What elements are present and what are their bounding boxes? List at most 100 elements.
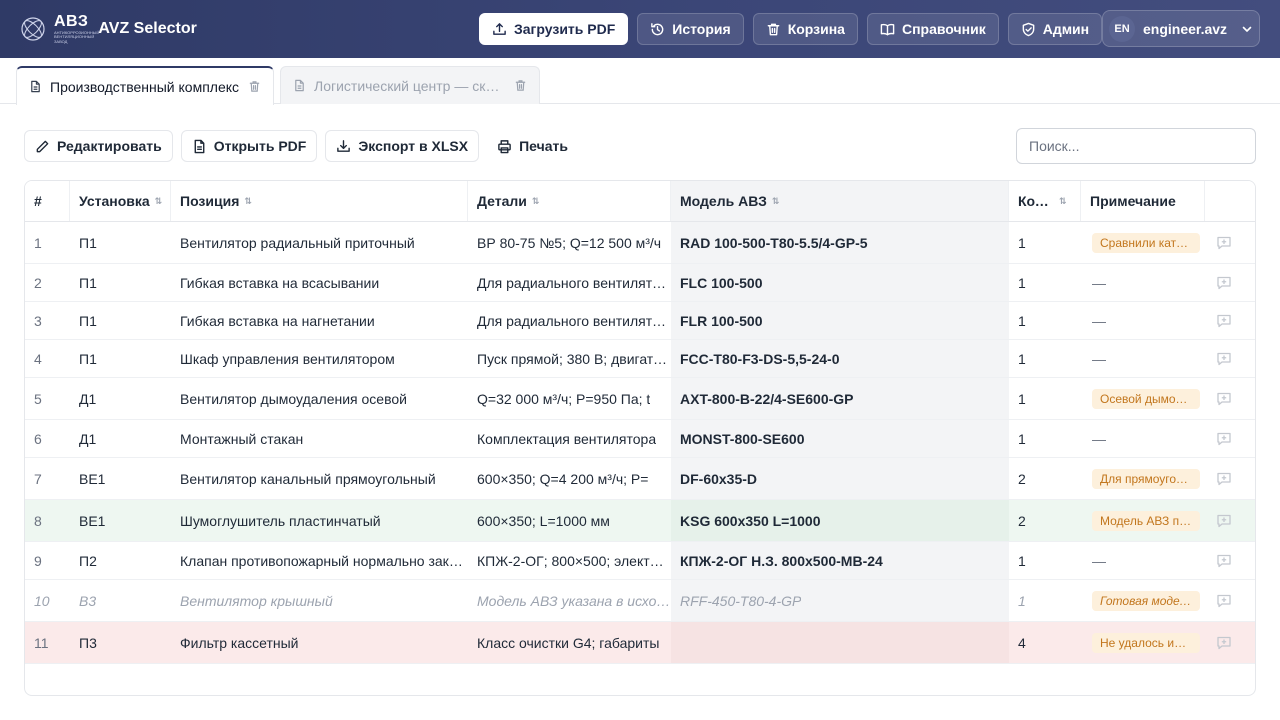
row-number-text: 1 <box>34 234 42 251</box>
details-cell: Класс очистки G4; габариты <box>468 622 671 663</box>
user-menu[interactable]: EN engineer.avz <box>1102 10 1260 47</box>
table-row[interactable]: 2 П1 Гибкая вставка на всасывании Для радиа… <box>25 264 1255 302</box>
delete-tab-icon[interactable] <box>248 80 261 93</box>
history-button[interactable]: История <box>637 13 744 45</box>
admin-label: Админ <box>1042 21 1090 37</box>
add-comment-icon[interactable] <box>1216 351 1232 367</box>
column-header-quantity[interactable]: Количество ⇅ <box>1009 181 1081 221</box>
row-actions[interactable] <box>1205 542 1255 579</box>
quantity-cell: 1 <box>1009 340 1081 377</box>
add-comment-icon[interactable] <box>1216 275 1232 291</box>
unit-cell: Д1 <box>70 378 171 419</box>
row-actions[interactable] <box>1205 340 1255 377</box>
table-row[interactable]: 8 ВЕ1 Шумоглушитель пластинчатый 600×350; L… <box>25 500 1255 542</box>
column-header-unit[interactable]: Установка ⇅ <box>70 181 171 221</box>
position-cell-text: Фильтр кассетный <box>180 634 299 651</box>
logo-abz: АВЗ <box>54 12 89 30</box>
row-actions[interactable] <box>1205 580 1255 621</box>
column-header-details[interactable]: Детали ⇅ <box>468 181 671 221</box>
table-row[interactable]: 5 Д1 Вентилятор дымоудаления осевой Q=32 00… <box>25 378 1255 420</box>
column-header-model[interactable]: Модель АВЗ ⇅ <box>671 181 1009 221</box>
details-cell: Пуск прямой; 380 В; двигатель <box>468 340 671 377</box>
row-actions[interactable] <box>1205 420 1255 457</box>
add-comment-icon[interactable] <box>1216 635 1232 651</box>
position-cell: Гибкая вставка на всасывании <box>171 264 468 301</box>
add-comment-icon[interactable] <box>1216 471 1232 487</box>
history-label: История <box>672 21 731 37</box>
user-name: engineer.avz <box>1143 20 1228 37</box>
table-row[interactable]: 3 П1 Гибкая вставка на нагнетании Для радиа… <box>25 302 1255 340</box>
quantity-cell-text: 1 <box>1018 390 1026 407</box>
add-comment-icon[interactable] <box>1216 431 1232 447</box>
table-row[interactable]: 10 В3 Вентилятор крышный Модель АВЗ указана… <box>25 580 1255 622</box>
add-comment-icon[interactable] <box>1216 513 1232 529</box>
add-comment-icon[interactable] <box>1216 553 1232 569</box>
row-actions[interactable] <box>1205 378 1255 419</box>
row-actions[interactable] <box>1205 264 1255 301</box>
position-cell: Клапан противопожарный нормально закрыты… <box>171 542 468 579</box>
note-cell: — <box>1081 264 1205 301</box>
row-actions[interactable] <box>1205 302 1255 339</box>
admin-button[interactable]: Админ <box>1007 13 1103 45</box>
model-cell: RFF-450-T80-4-GP <box>671 580 1009 621</box>
table-row[interactable]: 9 П2 Клапан противопожарный нормально закр… <box>25 542 1255 580</box>
table-row[interactable]: 6 Д1 Монтажный стакан Комплектация вентилят… <box>25 420 1255 458</box>
quantity-cell-text: 1 <box>1018 312 1026 329</box>
unit-cell: П2 <box>70 542 171 579</box>
reference-button[interactable]: Справочник <box>866 13 999 45</box>
empty-note: — <box>1092 312 1106 329</box>
row-actions[interactable] <box>1205 458 1255 499</box>
row-actions[interactable] <box>1205 500 1255 541</box>
add-comment-icon[interactable] <box>1216 593 1232 609</box>
search-input[interactable] <box>1016 128 1256 164</box>
row-actions[interactable] <box>1205 222 1255 263</box>
details-cell-text: Комплектация вентилятора <box>477 430 657 447</box>
row-number: 7 <box>25 458 70 499</box>
row-number-text: 7 <box>34 470 42 487</box>
details-cell-text: 600×350; L=1000 мм <box>477 512 610 529</box>
table-row[interactable]: 11 П3 Фильтр кассетный Класс очистки G4; га… <box>25 622 1255 664</box>
model-cell-text: DF-60x35-D <box>680 470 758 487</box>
empty-note: — <box>1092 274 1106 291</box>
upload-icon <box>493 22 506 35</box>
row-number-text: 4 <box>34 350 42 367</box>
add-comment-icon[interactable] <box>1216 235 1232 251</box>
export-xlsx-label: Экспорт в XLSX <box>358 138 469 154</box>
export-xlsx-button[interactable]: Экспорт в XLSX <box>325 130 480 162</box>
note-badge: Сравнили каталог <box>1092 232 1200 253</box>
note-cell: Готовая модель <box>1081 580 1205 621</box>
app-header: АВЗ АНТИКОРРОЗИОННЫЙ ВЕНТИЛЯЦИОННЫЙ ЗАВО… <box>0 0 1280 58</box>
details-cell-text: ВР 80-75 №5; Q=12 500 м³/ч <box>477 234 662 251</box>
open-pdf-label: Открыть PDF <box>213 138 307 154</box>
model-cell: КПЖ-2-ОГ Н.З. 800x500-MB-24 <box>671 542 1009 579</box>
model-cell: AXT-800-B-22/4-SE600-GP <box>671 378 1009 419</box>
delete-tab-icon[interactable] <box>514 79 527 92</box>
trash-button[interactable]: Корзина <box>752 13 858 45</box>
position-cell: Вентилятор канальный прямоугольный <box>171 458 468 499</box>
tab-logistics-center[interactable]: Логистический центр — склад <box>280 66 540 104</box>
details-cell-text: Для радиального вентилятора <box>477 312 671 329</box>
row-actions[interactable] <box>1205 622 1255 663</box>
row-number-text: 8 <box>34 512 42 529</box>
table-row[interactable]: 7 ВЕ1 Вентилятор канальный прямоугольный 60… <box>25 458 1255 500</box>
position-cell: Фильтр кассетный <box>171 622 468 663</box>
brand[interactable]: АВЗ АНТИКОРРОЗИОННЫЙ ВЕНТИЛЯЦИОННЫЙ ЗАВО… <box>20 12 197 44</box>
open-pdf-button[interactable]: Открыть PDF <box>180 130 318 162</box>
add-comment-icon[interactable] <box>1216 313 1232 329</box>
unit-cell-text: ВЕ1 <box>79 512 106 529</box>
table-row[interactable]: 4 П1 Шкаф управления вентилятором Пуск прям… <box>25 340 1255 378</box>
note-cell: — <box>1081 420 1205 457</box>
quantity-cell: 1 <box>1009 222 1081 263</box>
edit-button[interactable]: Редактировать <box>24 130 173 162</box>
tab-production-complex[interactable]: Производственный комплекс <box>16 66 274 105</box>
row-number: 2 <box>25 264 70 301</box>
quantity-cell-text: 1 <box>1018 234 1026 251</box>
model-cell-text: FLC 100-500 <box>680 274 763 291</box>
add-comment-icon[interactable] <box>1216 391 1232 407</box>
upload-pdf-button[interactable]: Загрузить PDF <box>479 13 629 45</box>
table-row[interactable]: 1 П1 Вентилятор радиальный приточный ВР 80-… <box>25 222 1255 264</box>
print-button[interactable]: Печать <box>487 130 578 162</box>
model-cell <box>671 622 1009 663</box>
details-cell: Для радиального вентилятора <box>468 302 671 339</box>
column-header-position[interactable]: Позиция ⇅ <box>171 181 468 221</box>
